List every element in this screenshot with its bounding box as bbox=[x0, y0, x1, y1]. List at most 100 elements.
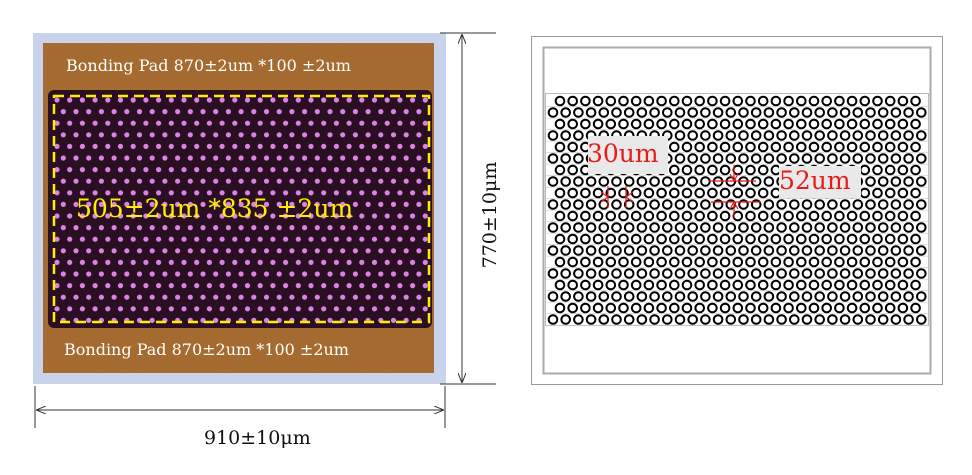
array-dot bbox=[346, 143, 352, 149]
array-dot bbox=[359, 236, 365, 242]
ring-hole bbox=[884, 187, 896, 199]
ring-hole bbox=[560, 153, 572, 164]
array-dot bbox=[327, 201, 333, 207]
ring-hole bbox=[649, 245, 660, 256]
array-dot bbox=[200, 132, 206, 138]
array-dot bbox=[333, 283, 339, 289]
ring-hole bbox=[852, 314, 864, 325]
ring-hole bbox=[834, 95, 845, 107]
ring-hole bbox=[687, 268, 699, 279]
array-dot bbox=[219, 283, 225, 289]
ring-hole bbox=[605, 118, 617, 130]
array-dot bbox=[79, 283, 85, 289]
array-dot bbox=[257, 143, 263, 149]
array-dot bbox=[168, 259, 174, 265]
array-dot bbox=[92, 213, 98, 219]
array-dot bbox=[206, 97, 212, 103]
array-dot bbox=[321, 306, 327, 312]
array-dot bbox=[327, 109, 333, 115]
array-dot bbox=[111, 271, 117, 277]
ring-hole bbox=[598, 222, 610, 233]
ring-hole bbox=[770, 210, 782, 222]
array-dot bbox=[314, 294, 320, 300]
array-dot bbox=[371, 306, 378, 312]
ring-hole bbox=[745, 302, 756, 314]
array-dot bbox=[276, 132, 282, 138]
ring-hole bbox=[789, 268, 800, 279]
ring-hole bbox=[827, 314, 838, 325]
ring-hole bbox=[585, 222, 597, 233]
array-dot bbox=[416, 294, 422, 300]
ring-hole bbox=[821, 118, 833, 130]
array-dot bbox=[244, 283, 251, 289]
ring-hole bbox=[580, 302, 591, 314]
ring-hole bbox=[567, 118, 579, 130]
array-dot bbox=[136, 271, 143, 277]
array-dot bbox=[302, 225, 308, 231]
array-dot bbox=[270, 97, 276, 103]
array-dot bbox=[397, 259, 403, 265]
array-dot bbox=[244, 97, 251, 103]
array-dot bbox=[194, 143, 200, 149]
ring-hole bbox=[916, 314, 927, 325]
array-dot bbox=[422, 259, 428, 265]
ring-hole bbox=[865, 176, 876, 187]
ring-hole bbox=[789, 153, 800, 164]
ring-hole bbox=[783, 233, 794, 245]
array-dot bbox=[219, 167, 225, 173]
array-dot bbox=[143, 190, 149, 196]
array-dot bbox=[117, 213, 124, 219]
ring-hole bbox=[884, 164, 896, 176]
ring-hole bbox=[605, 302, 617, 314]
array-dot bbox=[295, 213, 301, 219]
array-dot bbox=[162, 225, 168, 231]
array-dot bbox=[276, 109, 282, 115]
ring-hole bbox=[776, 130, 787, 141]
ring-hole bbox=[719, 210, 731, 222]
array-dot bbox=[86, 317, 92, 323]
array-dot bbox=[378, 294, 384, 300]
array-dot bbox=[422, 97, 428, 103]
ring-hole bbox=[700, 291, 711, 302]
ring-hole bbox=[872, 95, 883, 107]
array-dot bbox=[422, 120, 428, 126]
array-dot bbox=[206, 236, 212, 242]
ring-hole bbox=[707, 187, 718, 199]
array-dot bbox=[105, 306, 111, 312]
ring-hole bbox=[859, 279, 871, 291]
ring-hole bbox=[916, 291, 927, 302]
array-dot bbox=[168, 283, 174, 289]
ring-hole bbox=[865, 222, 876, 233]
array-dot bbox=[117, 97, 124, 103]
ring-hole bbox=[884, 302, 896, 314]
array-dot bbox=[105, 283, 111, 289]
ring-hole bbox=[719, 279, 731, 291]
ring-hole bbox=[636, 268, 648, 279]
ring-hole bbox=[694, 210, 706, 222]
ring-hole bbox=[745, 118, 756, 130]
ring-hole bbox=[687, 199, 699, 210]
array-dot bbox=[206, 190, 212, 196]
ring-hole bbox=[669, 141, 680, 153]
array-dot bbox=[194, 306, 200, 312]
array-dot bbox=[60, 109, 66, 115]
array-dot bbox=[397, 143, 403, 149]
ring-hole bbox=[681, 118, 693, 130]
array-dot bbox=[73, 155, 79, 161]
ring-hole bbox=[712, 291, 724, 302]
array-dot bbox=[289, 248, 295, 254]
ring-hole bbox=[636, 107, 648, 118]
ring-hole bbox=[618, 118, 629, 130]
array-dot bbox=[156, 259, 162, 265]
array-dot bbox=[276, 178, 282, 184]
ring-hole bbox=[623, 314, 635, 325]
ring-hole bbox=[732, 302, 744, 314]
array-dot bbox=[384, 283, 390, 289]
array-dot bbox=[60, 225, 66, 231]
array-dot bbox=[416, 132, 422, 138]
array-dot bbox=[397, 97, 403, 103]
ring-hole bbox=[592, 210, 604, 222]
array-dot bbox=[283, 213, 289, 219]
ring-hole bbox=[897, 302, 909, 314]
